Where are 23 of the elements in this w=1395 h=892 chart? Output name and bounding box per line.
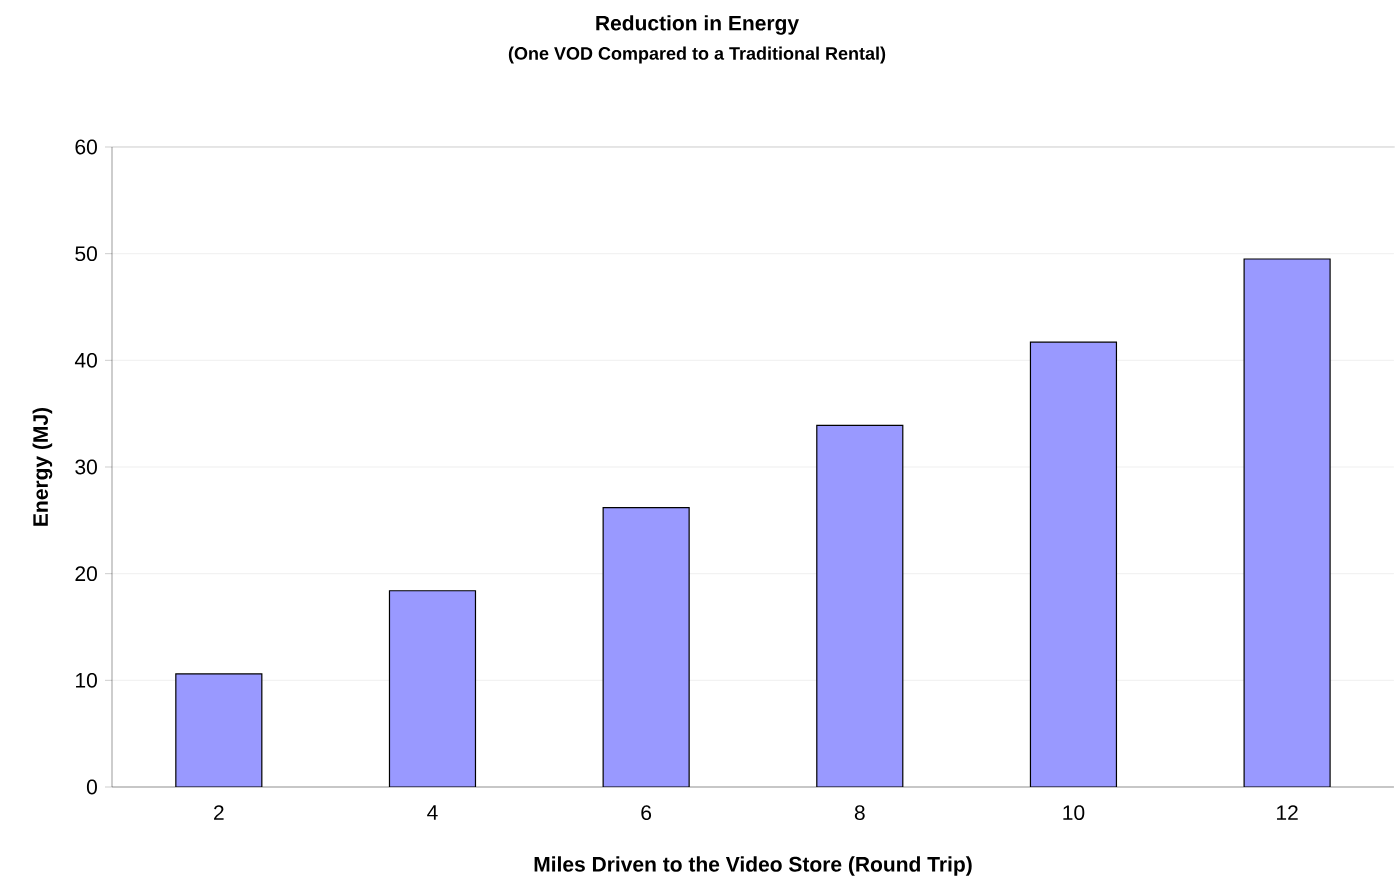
x-tick-label: 6 [641, 805, 652, 821]
y-tick-label: 0 [86, 779, 97, 795]
bar [816, 424, 904, 787]
x-axis-title: Miles Driven to the Video Store (Round Trip) [534, 856, 972, 876]
y-tick-label: 10 [76, 672, 97, 688]
x-tick-label: 10 [1063, 805, 1085, 821]
chart-subtitle: (One VOD Compared to a Traditional Rental) [508, 46, 886, 64]
x-tick-label: 2 [214, 805, 224, 820]
bar [175, 673, 263, 787]
y-axis-title: Energy (MJ) [32, 407, 53, 526]
bar [388, 590, 477, 787]
x-tick-label: 12 [1277, 805, 1298, 820]
chart-title: Reduction in Energy [596, 15, 799, 35]
y-tick-label: 40 [74, 352, 97, 368]
bar [1029, 341, 1118, 787]
y-tick-label: 20 [75, 566, 97, 582]
y-tick-label: 50 [75, 246, 97, 262]
y-tick-label: 30 [75, 459, 97, 475]
bar [1243, 258, 1331, 787]
x-tick-label: 4 [427, 805, 438, 820]
y-tick-label: 60 [75, 139, 97, 155]
x-tick-label: 8 [854, 805, 865, 821]
bar [602, 506, 690, 787]
